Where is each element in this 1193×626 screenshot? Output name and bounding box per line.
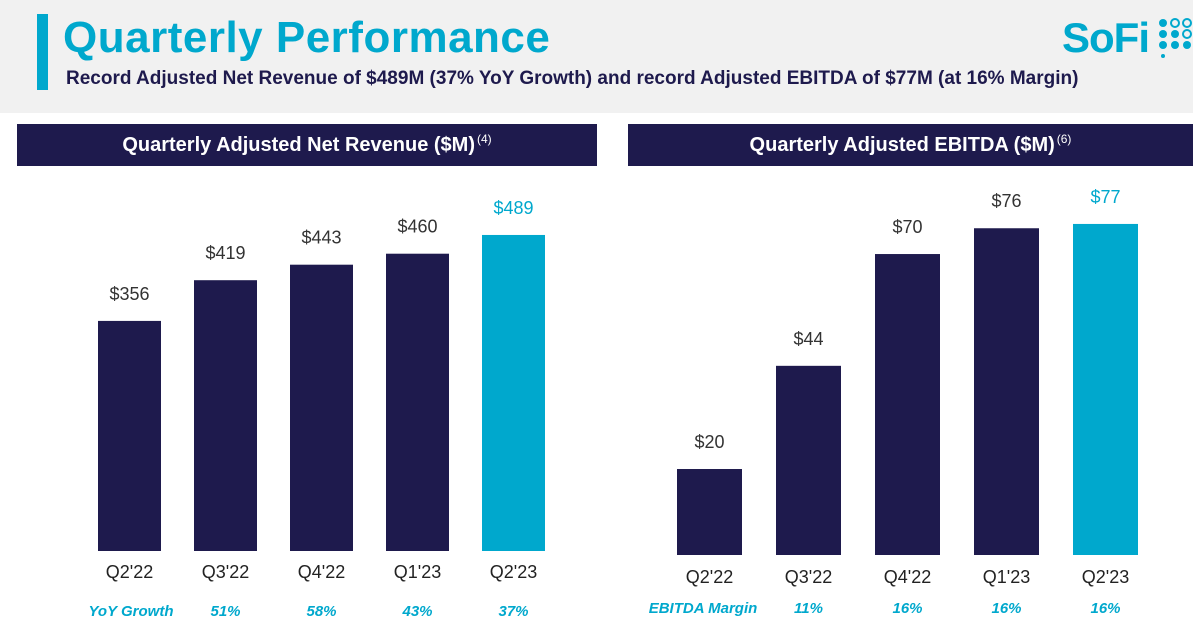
category-label: Q4'22 xyxy=(298,562,345,582)
bar-revenue-3 xyxy=(386,253,449,551)
data-label: $419 xyxy=(205,243,245,263)
logo-dots-icon xyxy=(1159,18,1192,58)
bar-revenue-1 xyxy=(194,280,257,551)
page-title: Quarterly Performance xyxy=(63,13,551,62)
ebitda-bar-chart: $20 Q2'22 $44 Q3'22 $70 Q4'22 $76 Q1'23 $77 Q2'23… xyxy=(649,187,1138,617)
bar-revenue-2 xyxy=(290,264,353,551)
header-band: Quarterly Performance Record Adjusted Ne… xyxy=(0,0,1193,113)
revenue-bar-chart: $356 Q2'22 $419 Q3'22 $443 Q4'22 $460 Q1'23 $489… xyxy=(88,198,545,620)
bar-revenue-0 xyxy=(98,320,161,551)
footer-row-label: EBITDA Margin xyxy=(649,600,758,617)
category-label: Q3'22 xyxy=(202,562,249,582)
data-label: $70 xyxy=(892,217,922,237)
logo-wordmark: SoFi xyxy=(1062,14,1150,61)
category-label: Q1'23 xyxy=(983,567,1030,587)
category-label: Q2'23 xyxy=(490,562,537,582)
category-label: Q4'22 xyxy=(884,567,931,587)
category-label: Q1'23 xyxy=(394,562,441,582)
footer-value: 16% xyxy=(1090,600,1120,617)
sofi-logo: SoFi xyxy=(1062,14,1193,62)
footer-row-label: YoY Growth xyxy=(88,603,173,620)
page-subtitle: Record Adjusted Net Revenue of $489M (37… xyxy=(66,68,1079,89)
footer-value: 16% xyxy=(892,600,922,617)
revenue-chart-title: Quarterly Adjusted Net Revenue ($M) xyxy=(122,133,475,156)
revenue-chart-banner: Quarterly Adjusted Net Revenue ($M) (4) xyxy=(17,124,597,166)
category-label: Q3'22 xyxy=(785,567,832,587)
data-label: $460 xyxy=(397,217,437,237)
bar-ebitda-2 xyxy=(875,254,940,555)
data-label: $44 xyxy=(793,329,823,349)
footer-value: 58% xyxy=(306,603,336,620)
category-label: Q2'22 xyxy=(686,567,733,587)
data-label: $20 xyxy=(694,432,724,452)
footer-value: 37% xyxy=(498,603,528,620)
bar-revenue-4 xyxy=(482,234,545,551)
data-label: $356 xyxy=(109,284,149,304)
ebitda-chart-title: Quarterly Adjusted EBITDA ($M) xyxy=(749,133,1055,156)
data-label: $77 xyxy=(1090,187,1120,207)
ebitda-chart-banner: Quarterly Adjusted EBITDA ($M) (6) xyxy=(628,124,1193,166)
ebitda-chart-footnote: (6) xyxy=(1056,132,1072,146)
bar-ebitda-0 xyxy=(677,469,742,555)
category-label: Q2'23 xyxy=(1082,567,1129,587)
title-accent-bar xyxy=(37,14,48,90)
footer-value: 43% xyxy=(401,603,432,620)
footer-value: 16% xyxy=(991,600,1021,617)
bar-ebitda-4 xyxy=(1073,223,1138,555)
footer-value: 51% xyxy=(210,603,240,620)
revenue-chart-footnote: (4) xyxy=(477,132,492,146)
bar-ebitda-1 xyxy=(776,365,841,555)
footer-value: 11% xyxy=(794,600,823,617)
bar-ebitda-3 xyxy=(974,228,1039,555)
data-label: $443 xyxy=(301,228,341,248)
category-label: Q2'22 xyxy=(106,562,153,582)
data-label: $489 xyxy=(493,198,533,218)
data-label: $76 xyxy=(991,191,1021,211)
